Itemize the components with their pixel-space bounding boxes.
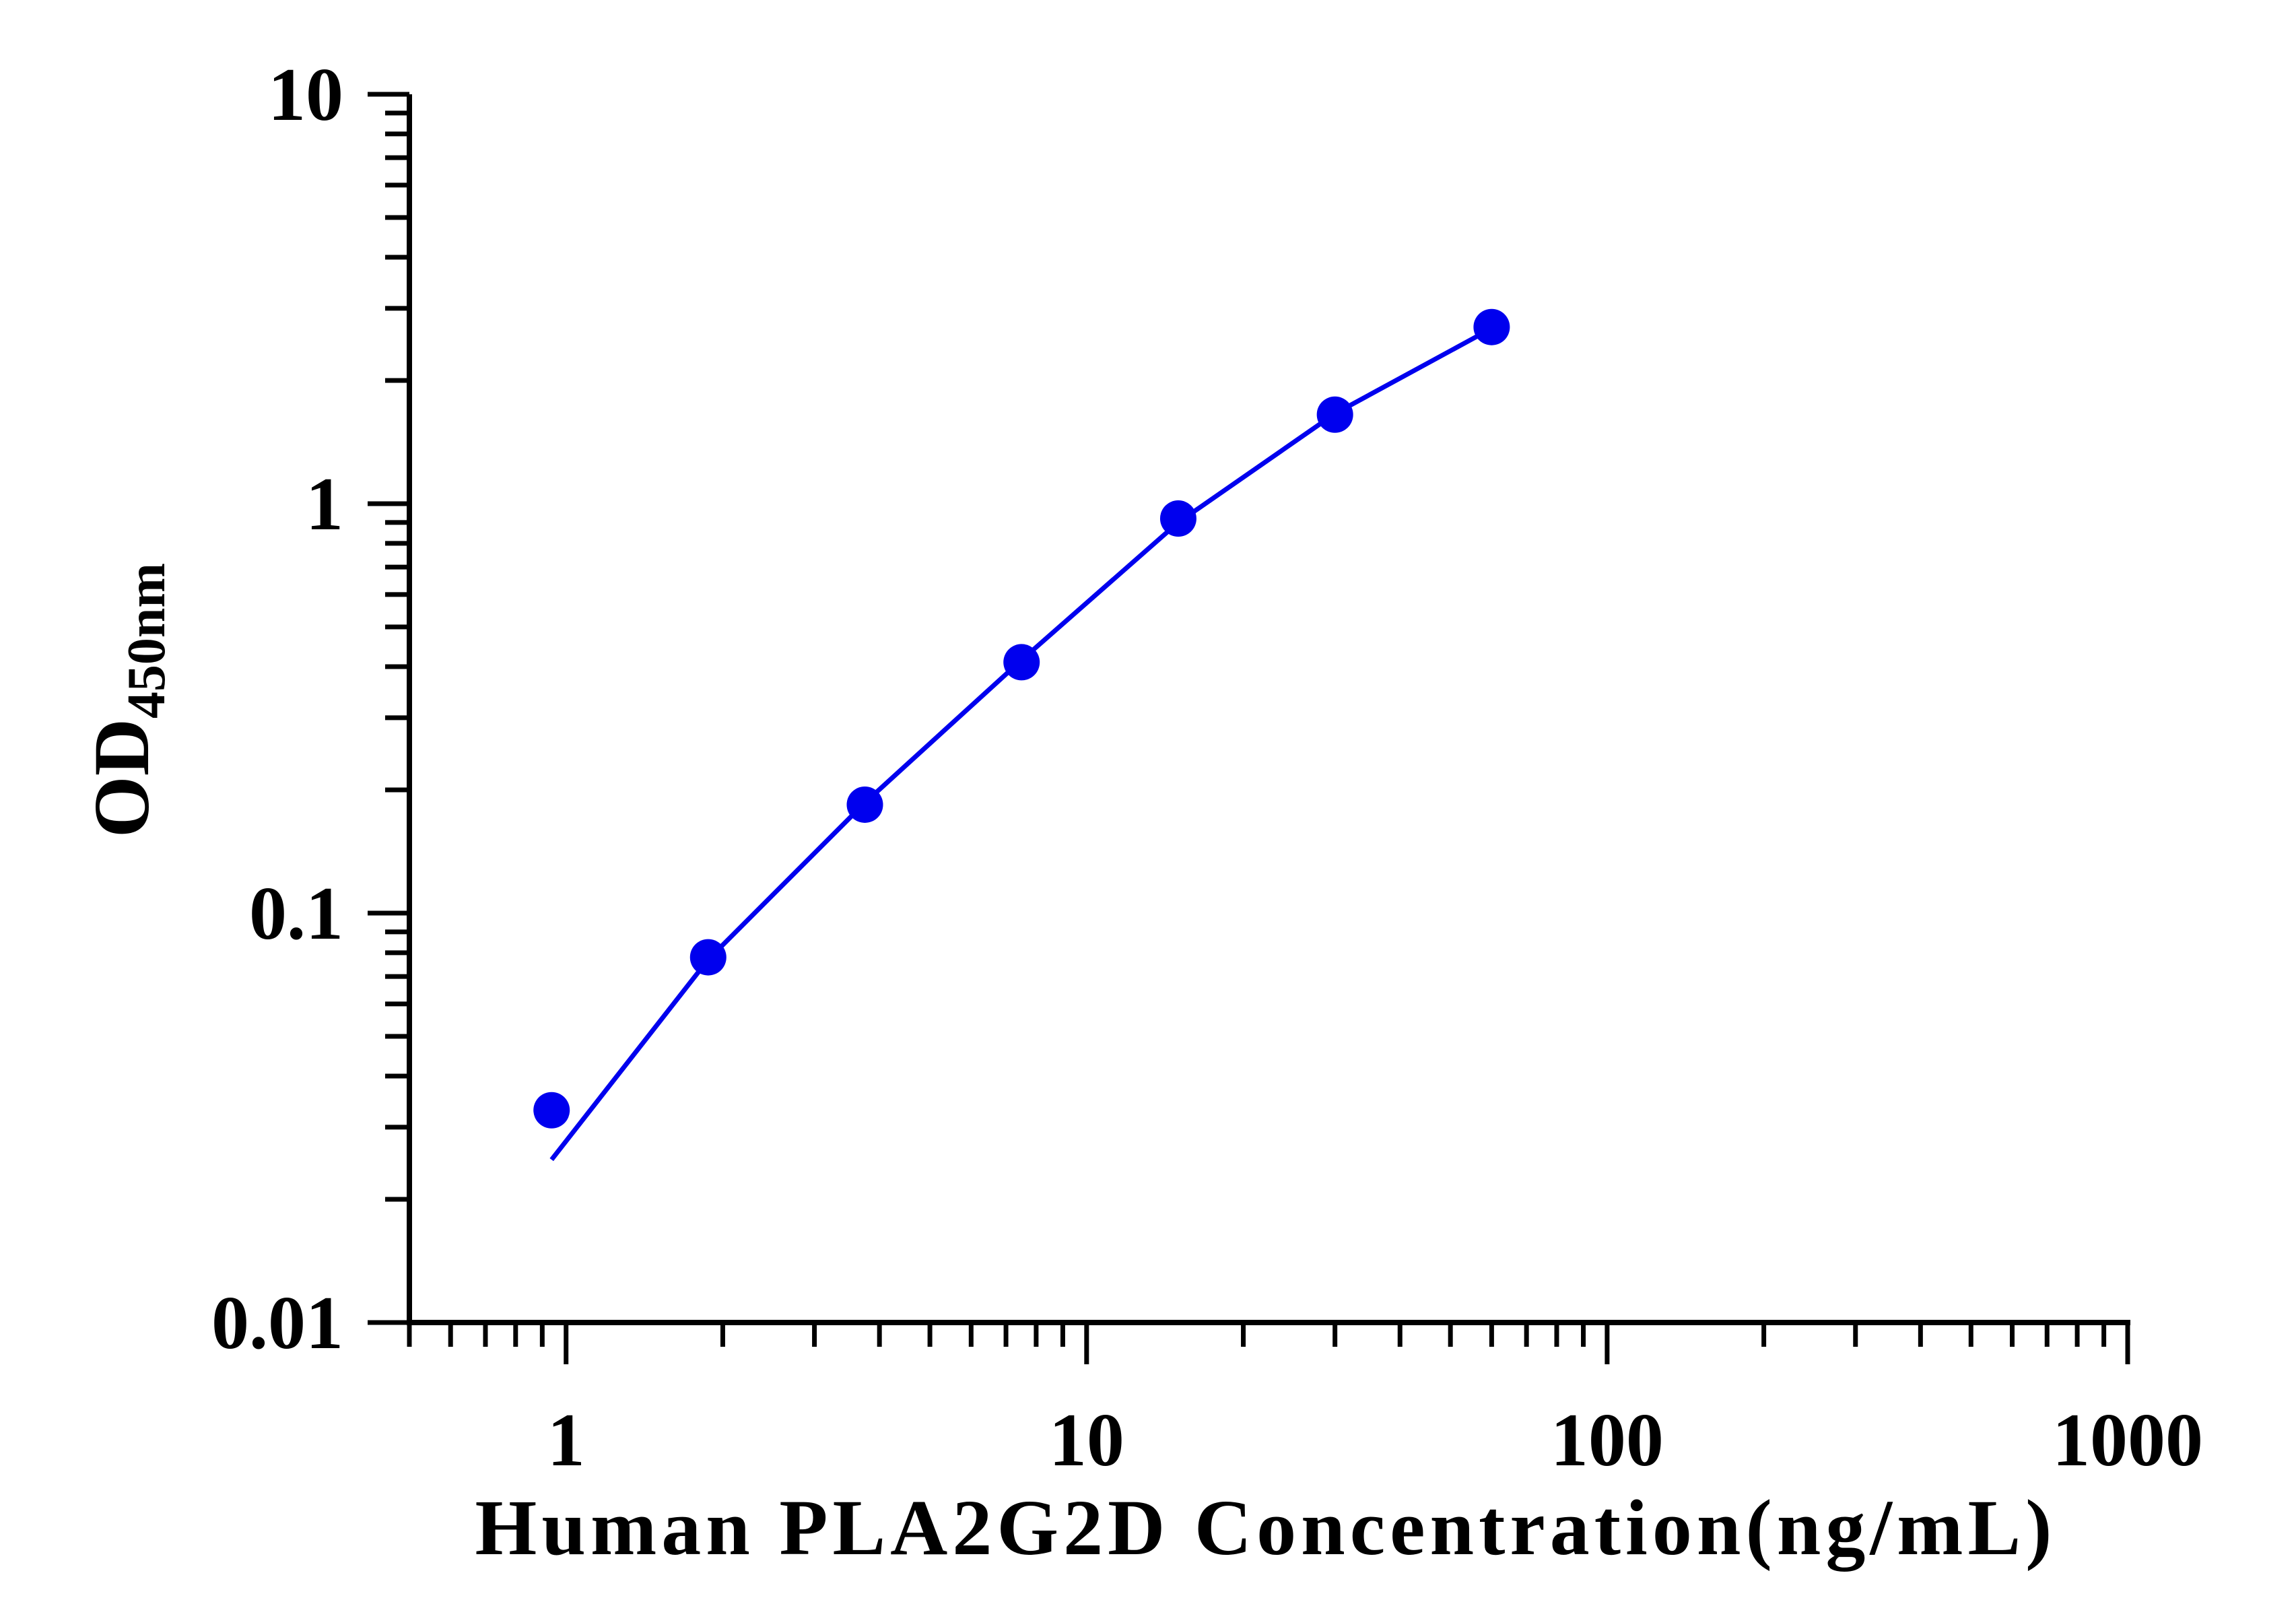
plot-area <box>533 308 1510 1162</box>
y-axis-label: OD450nm <box>77 563 176 838</box>
data-point <box>1003 644 1040 681</box>
data-point <box>1159 500 1196 537</box>
x-tick-label: 100 <box>1551 1399 1664 1482</box>
y-axis-label-subscript: 450nm <box>117 563 176 719</box>
x-tick-label: 1000 <box>2052 1399 2203 1482</box>
x-tick-label: 1 <box>547 1399 585 1482</box>
y-tick-label: 0.01 <box>211 1281 343 1365</box>
tick-labels: 0.01 0.1 1 10 1 10 100 1000 <box>211 53 2203 1482</box>
data-point <box>689 939 727 976</box>
data-point <box>846 786 883 823</box>
x-axis-label: Human PLA2G2D Concentration(ng/mL) <box>475 1483 2057 1572</box>
y-axis-label-main: OD <box>77 719 166 838</box>
x-tick-label: 10 <box>1049 1399 1124 1482</box>
axes <box>407 94 2130 1325</box>
y-tick-label: 0.1 <box>249 872 343 956</box>
tick-marks <box>368 92 2130 1364</box>
y-tick-label: 1 <box>306 463 343 546</box>
data-point <box>1316 396 1353 433</box>
fit-curve <box>549 326 1493 1162</box>
y-tick-label: 10 <box>268 53 343 137</box>
data-point <box>1473 308 1510 345</box>
data-point <box>533 1092 570 1129</box>
